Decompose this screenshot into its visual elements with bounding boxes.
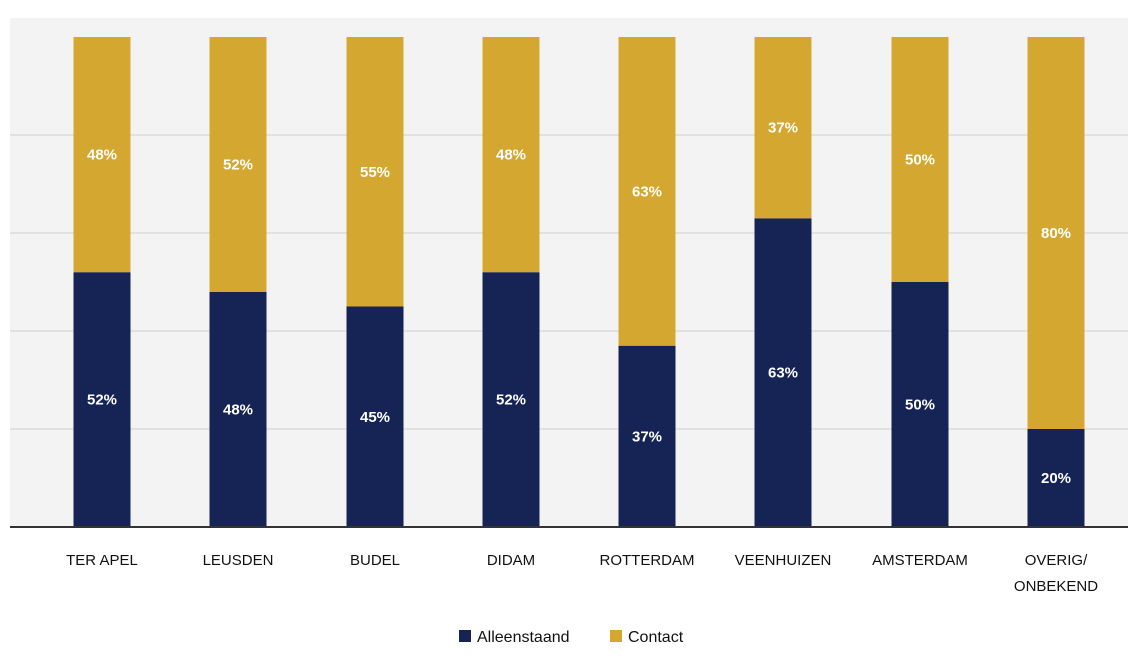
data-label-contact: 50%: [905, 152, 935, 169]
bar-alleenstaand: [73, 272, 131, 527]
category-label: ONBEKEND: [1014, 578, 1098, 595]
legend-swatch-alleenstaand: [459, 630, 471, 642]
data-label-contact: 80%: [1041, 225, 1071, 242]
data-label-alleenstaand: 52%: [496, 392, 526, 409]
category-label: LEUSDEN: [203, 552, 274, 569]
data-label-alleenstaand: 20%: [1041, 470, 1071, 487]
legend-label-alleenstaand: Alleenstaand: [477, 629, 570, 646]
data-label-alleenstaand: 52%: [87, 392, 117, 409]
category-label: DIDAM: [487, 552, 535, 569]
data-label-alleenstaand: 48%: [223, 401, 253, 418]
data-label-alleenstaand: 63%: [768, 365, 798, 382]
bar-contact: [346, 37, 404, 307]
category-label: TER APEL: [66, 552, 138, 569]
bar-alleenstaand: [209, 291, 267, 527]
plot-background: [10, 18, 1128, 527]
data-label-alleenstaand: 45%: [360, 409, 390, 426]
bar-contact: [73, 37, 131, 273]
data-label-contact: 55%: [360, 164, 390, 181]
bar-alleenstaand: [891, 282, 949, 527]
data-label-contact: 63%: [632, 183, 662, 200]
bar-contact: [618, 37, 676, 346]
legend-swatch-contact: [610, 630, 622, 642]
data-label-alleenstaand: 37%: [632, 428, 662, 445]
bar-alleenstaand: [618, 345, 676, 527]
category-label: BUDEL: [350, 552, 400, 569]
data-label-alleenstaand: 50%: [905, 397, 935, 414]
data-label-contact: 48%: [87, 147, 117, 164]
category-label: VEENHUIZEN: [735, 552, 832, 569]
bar-alleenstaand: [1027, 429, 1085, 527]
bar-alleenstaand: [754, 218, 812, 528]
bar-alleenstaand: [482, 272, 540, 527]
bar-contact: [754, 37, 812, 219]
bar-contact: [209, 37, 267, 292]
data-label-contact: 37%: [768, 120, 798, 137]
category-label: ROTTERDAM: [600, 552, 695, 569]
data-label-contact: 52%: [223, 156, 253, 173]
category-label: AMSTERDAM: [872, 552, 968, 569]
bar-contact: [891, 37, 949, 282]
data-label-contact: 48%: [496, 147, 526, 164]
bar-alleenstaand: [346, 306, 404, 527]
bar-contact: [1027, 37, 1085, 429]
legend-label-contact: Contact: [628, 629, 684, 646]
bar-contact: [482, 37, 540, 273]
category-label: OVERIG/: [1025, 552, 1088, 569]
